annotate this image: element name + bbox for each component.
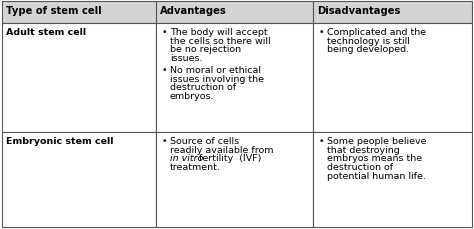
Text: embryos means the: embryos means the	[327, 154, 422, 163]
Text: Type of stem cell: Type of stem cell	[6, 6, 101, 16]
Text: the cells so there will: the cells so there will	[170, 37, 271, 46]
Text: destruction of: destruction of	[170, 83, 236, 92]
Text: be no rejection: be no rejection	[170, 45, 241, 54]
Bar	[2, 132, 156, 227]
Text: Complicated and the: Complicated and the	[327, 28, 426, 37]
Bar	[313, 2, 472, 24]
Bar	[313, 24, 472, 132]
Text: embryos.: embryos.	[170, 92, 215, 101]
Text: •: •	[162, 65, 167, 74]
Text: •: •	[162, 28, 167, 37]
Text: issues.: issues.	[170, 54, 202, 63]
Text: Disadvantages: Disadvantages	[317, 6, 401, 16]
Bar	[2, 24, 156, 132]
Bar	[156, 132, 313, 227]
Bar	[2, 2, 156, 24]
Text: issues involving the: issues involving the	[170, 74, 264, 83]
Text: treatment.: treatment.	[170, 162, 221, 171]
Text: Embryonic stem cell: Embryonic stem cell	[6, 136, 113, 145]
Text: technology is still: technology is still	[327, 37, 410, 46]
Text: •: •	[162, 136, 167, 145]
Text: No moral or ethical: No moral or ethical	[170, 65, 261, 74]
Text: Source of cells: Source of cells	[170, 136, 239, 145]
Text: The body will accept: The body will accept	[170, 28, 268, 37]
Text: •: •	[319, 136, 325, 145]
Text: destruction of: destruction of	[327, 162, 393, 171]
Text: fertility  (IVF): fertility (IVF)	[199, 154, 262, 163]
Text: potential human life.: potential human life.	[327, 171, 426, 180]
Text: Adult stem cell: Adult stem cell	[6, 28, 86, 37]
Text: Some people believe: Some people believe	[327, 136, 427, 145]
Text: in vitro: in vitro	[170, 154, 206, 163]
Text: •: •	[319, 28, 325, 37]
Text: being developed.: being developed.	[327, 45, 409, 54]
Bar	[156, 2, 313, 24]
Bar	[156, 24, 313, 132]
Text: readily available from: readily available from	[170, 145, 273, 154]
Text: Advantages: Advantages	[160, 6, 227, 16]
Text: that destroying: that destroying	[327, 145, 400, 154]
Bar	[313, 132, 472, 227]
